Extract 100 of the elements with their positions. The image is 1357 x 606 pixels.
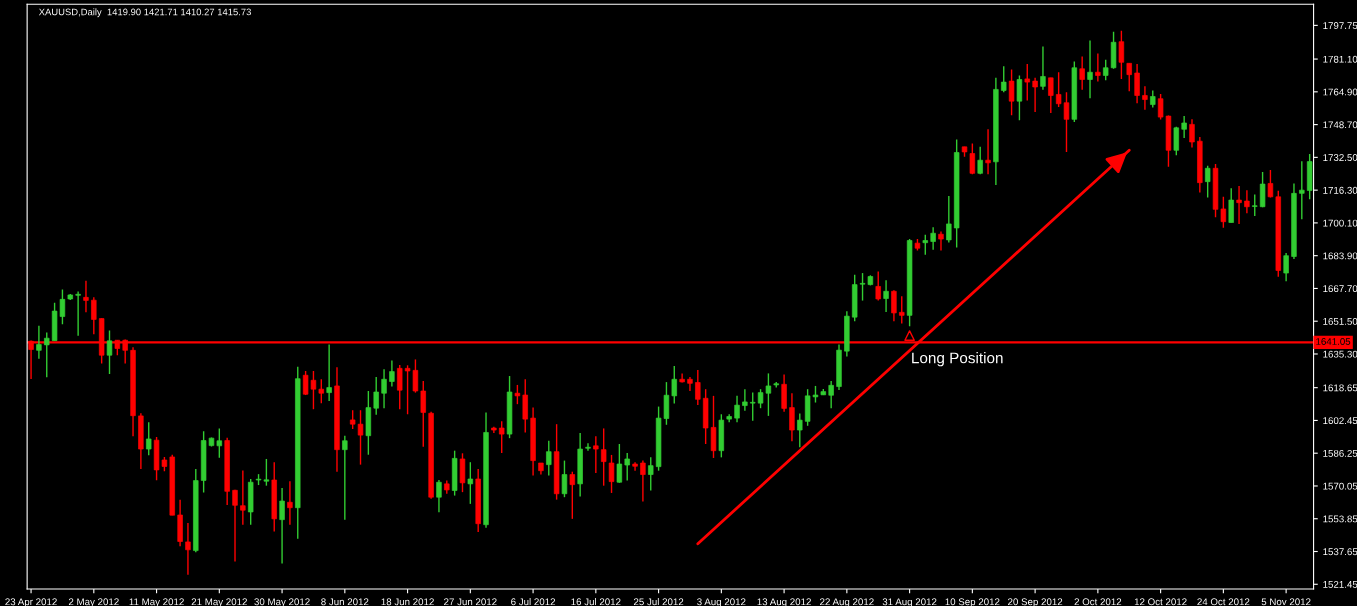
candlestick bbox=[546, 440, 552, 477]
candlestick bbox=[1087, 39, 1093, 99]
ref-line-label: 1641.05 bbox=[1316, 338, 1351, 345]
candlestick bbox=[279, 487, 285, 565]
candlestick bbox=[397, 364, 403, 410]
candlestick bbox=[789, 392, 795, 443]
candlestick bbox=[1008, 68, 1015, 116]
candlestick bbox=[875, 270, 881, 302]
candlestick bbox=[930, 226, 936, 251]
candlestick bbox=[1095, 52, 1101, 83]
candlestick bbox=[1016, 74, 1023, 122]
y-tick-label: 1700.10 bbox=[1323, 219, 1357, 227]
candlestick bbox=[648, 456, 654, 492]
candlestick bbox=[373, 376, 379, 416]
candlestick bbox=[436, 479, 442, 513]
candlestick bbox=[91, 296, 97, 336]
candlestick bbox=[514, 384, 521, 405]
y-tick-label: 1618.65 bbox=[1323, 384, 1357, 392]
candlestick bbox=[1181, 115, 1187, 139]
x-tick-label: 25 Jul 2012 bbox=[633, 598, 684, 606]
candlestick bbox=[899, 295, 905, 325]
x-tick-label: 8 Jun 2012 bbox=[321, 598, 369, 606]
candlestick bbox=[1040, 45, 1046, 91]
candlestick bbox=[389, 359, 395, 388]
candlestick bbox=[734, 395, 740, 424]
y-tick-label: 1521.45 bbox=[1323, 581, 1357, 588]
candlestick bbox=[83, 280, 89, 314]
candlestick bbox=[600, 427, 607, 487]
candlestick bbox=[499, 420, 505, 454]
x-tick-label: 6 Jul 2012 bbox=[511, 598, 556, 606]
candlestick bbox=[146, 421, 152, 457]
candlestick bbox=[561, 459, 568, 498]
candlestick bbox=[938, 230, 944, 252]
candlestick bbox=[1228, 187, 1234, 224]
candlestick bbox=[1103, 59, 1109, 81]
candlestick bbox=[240, 469, 246, 526]
candlestick bbox=[1001, 65, 1007, 93]
candlestick bbox=[420, 380, 426, 448]
candlestick bbox=[883, 279, 889, 313]
y-tick-label: 1651.50 bbox=[1323, 317, 1357, 325]
candlestick bbox=[1189, 118, 1195, 149]
candlestick bbox=[75, 290, 81, 337]
candlestick bbox=[585, 442, 591, 452]
candlestick bbox=[922, 234, 928, 256]
candlestick bbox=[1134, 63, 1140, 105]
candlestick bbox=[616, 443, 623, 484]
candlestick bbox=[349, 409, 356, 430]
candlestick bbox=[357, 409, 364, 466]
candlestick bbox=[593, 435, 599, 474]
candlestick bbox=[1126, 62, 1132, 92]
candlestick bbox=[969, 142, 976, 176]
candlestick bbox=[232, 489, 238, 563]
candlestick bbox=[342, 435, 348, 521]
candlestick bbox=[1173, 126, 1180, 156]
candlestick bbox=[106, 329, 113, 375]
candlestick bbox=[750, 391, 756, 422]
candlestick bbox=[671, 365, 677, 405]
chart-title: XAUUSD,Daily 1419.90 1421.71 1410.27 1415.73 bbox=[38, 8, 251, 18]
candlestick bbox=[287, 480, 293, 526]
candlestick bbox=[1244, 189, 1250, 214]
y-tick-label: 1586.25 bbox=[1323, 449, 1357, 457]
candlestick bbox=[742, 388, 748, 412]
candlestick bbox=[624, 452, 630, 482]
candlestick bbox=[318, 378, 324, 404]
x-tick-label: 27 Jun 2012 bbox=[444, 598, 497, 606]
annotation: Long Position bbox=[912, 352, 1003, 367]
candlestick bbox=[569, 471, 576, 520]
candlestick bbox=[1283, 252, 1289, 282]
candlestick bbox=[1259, 171, 1266, 209]
candlestick bbox=[1142, 85, 1148, 111]
candlestick bbox=[640, 459, 646, 503]
y-tick-label: 1716.30 bbox=[1323, 186, 1357, 194]
y-tick-label: 1570.05 bbox=[1323, 482, 1357, 490]
candlestick bbox=[1032, 77, 1038, 113]
x-tick-label: 18 Jun 2012 bbox=[381, 598, 434, 606]
candlestick bbox=[185, 522, 191, 576]
candlestick bbox=[977, 146, 983, 176]
candlestick bbox=[381, 368, 387, 409]
x-tick-label: 12 Oct 2012 bbox=[1134, 598, 1187, 606]
candlestick bbox=[679, 372, 685, 384]
candlestick bbox=[1048, 77, 1054, 114]
candlestick bbox=[797, 412, 803, 448]
candlestick bbox=[695, 369, 701, 406]
y-tick-label: 1667.70 bbox=[1323, 285, 1357, 293]
candlestick bbox=[1118, 30, 1125, 80]
x-tick-label: 24 Oct 2012 bbox=[1197, 598, 1250, 606]
candlestick bbox=[1079, 55, 1085, 91]
candlestick bbox=[687, 376, 693, 392]
y-tick-label: 1602.45 bbox=[1323, 417, 1357, 425]
x-tick-label: 2 Oct 2012 bbox=[1074, 598, 1122, 606]
y-tick-label: 1553.85 bbox=[1323, 515, 1357, 523]
candlestick bbox=[1299, 160, 1305, 220]
candlestick bbox=[467, 461, 474, 505]
candlestick bbox=[985, 128, 991, 175]
y-tick-label: 1683.90 bbox=[1323, 252, 1357, 260]
candlestick bbox=[828, 380, 834, 409]
candlestick bbox=[1252, 193, 1258, 217]
candlestick bbox=[216, 427, 223, 459]
y-tick-label: 1781.10 bbox=[1323, 55, 1357, 63]
candlestick bbox=[946, 195, 952, 244]
